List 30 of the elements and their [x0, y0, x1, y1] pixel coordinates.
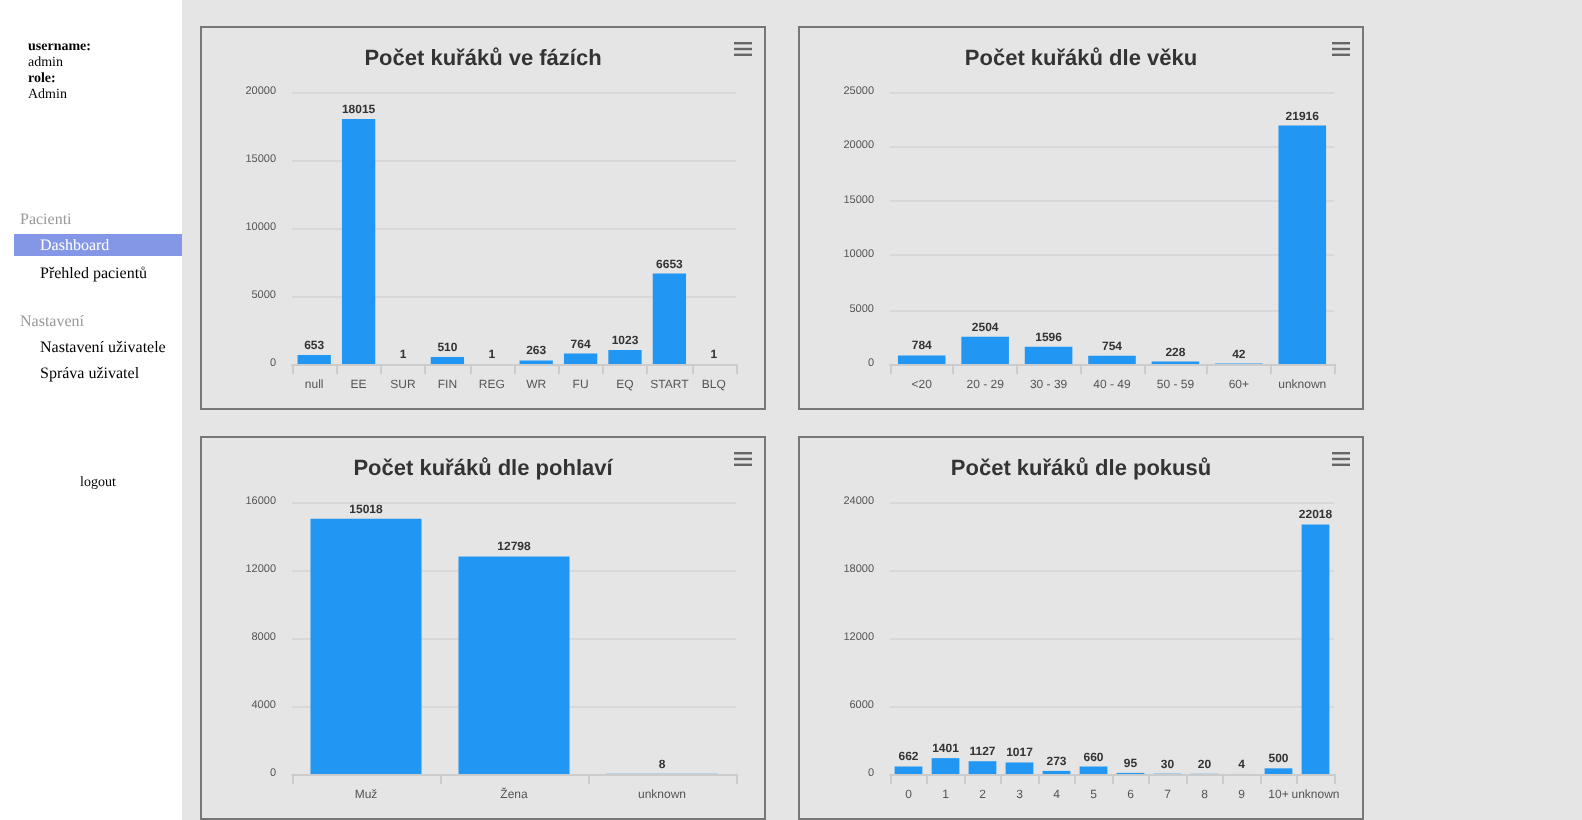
- text: Pacienti: [20, 208, 72, 230]
- bar: [458, 556, 570, 774]
- bar: [961, 336, 1009, 364]
- text: Správa uživatel: [40, 362, 140, 384]
- text: Dashboard: [14, 234, 182, 256]
- chart-title: Počet kuřáků dle pokusů: [950, 457, 1212, 481]
- bar: [897, 355, 946, 364]
- bar: [608, 350, 642, 364]
- text: Nastavení: [20, 310, 84, 332]
- chart-title: Počet kuřáků dle věku: [964, 47, 1198, 71]
- bar: [1264, 768, 1293, 774]
- bar: [310, 518, 422, 774]
- bar: [297, 355, 331, 364]
- text: Nastavení uživatele: [40, 336, 166, 358]
- bar: [563, 353, 598, 364]
- chart-title: Počet kuřáků ve fázích: [364, 47, 603, 71]
- bar: [1024, 346, 1073, 364]
- bar: [1301, 524, 1330, 774]
- text: Přehled pacientů: [40, 262, 148, 284]
- bar: [931, 758, 960, 774]
- bar: [430, 357, 465, 364]
- bar: [968, 761, 997, 774]
- bar: [1088, 355, 1136, 364]
- bar: [1278, 125, 1327, 364]
- bar: [1079, 766, 1108, 774]
- bar: [1005, 762, 1034, 774]
- bar: [652, 273, 687, 364]
- bar: [894, 766, 923, 774]
- bar: [341, 119, 376, 364]
- chart-title: Počet kuřáků dle pohlaví: [353, 457, 615, 481]
